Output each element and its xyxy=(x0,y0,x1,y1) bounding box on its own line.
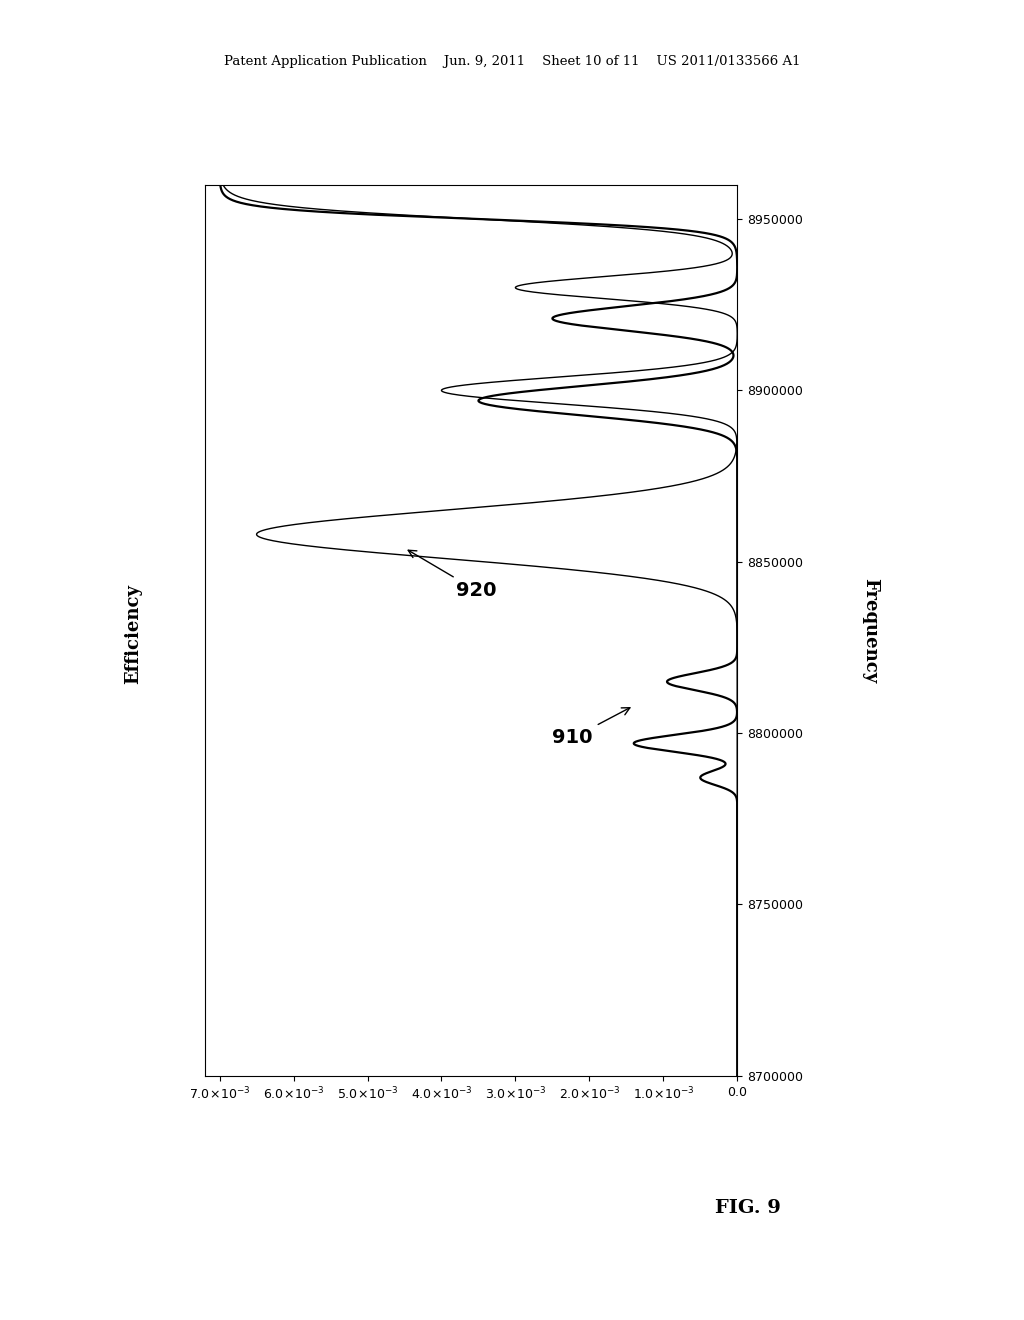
Text: 910: 910 xyxy=(552,708,630,747)
Text: 920: 920 xyxy=(409,550,497,601)
Y-axis label: Frequency: Frequency xyxy=(861,578,880,682)
Text: FIG. 9: FIG. 9 xyxy=(715,1199,780,1217)
Text: Patent Application Publication    Jun. 9, 2011    Sheet 10 of 11    US 2011/0133: Patent Application Publication Jun. 9, 2… xyxy=(224,55,800,69)
Text: Efficiency: Efficiency xyxy=(124,583,142,684)
